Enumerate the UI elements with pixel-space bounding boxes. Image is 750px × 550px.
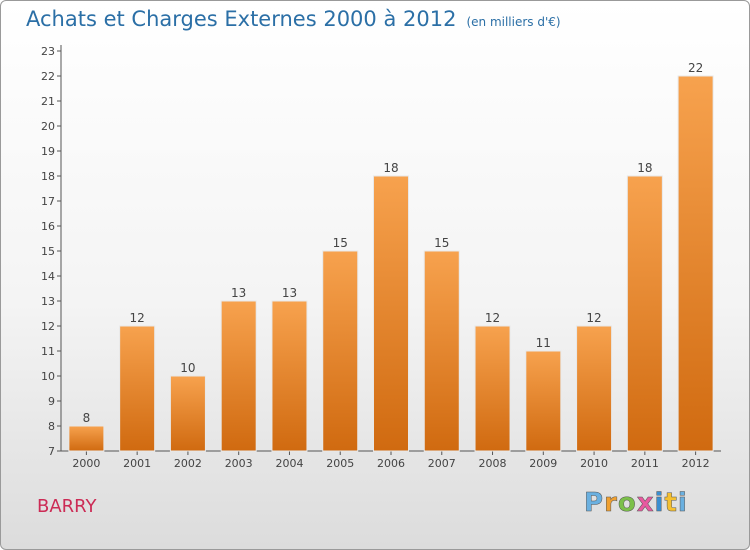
proxiti-logo: Proxiti — [584, 488, 688, 519]
axes: 7 8 9 10 11 12 13 14 15 16 17 18 19 20 21 22 23 2000 2001 2… — [41, 45, 721, 470]
data-label-2008: 12 — [485, 311, 500, 325]
y-tick-label: 22 — [41, 70, 55, 83]
data-label-2007: 15 — [434, 236, 449, 250]
data-label-2005: 15 — [333, 236, 348, 250]
bar-2007 — [423, 250, 460, 452]
bar-2000 — [68, 425, 105, 452]
bar-2002 — [169, 375, 206, 452]
x-tick-label-2011: 2011 — [631, 457, 659, 470]
y-tick-label: 7 — [48, 445, 55, 458]
bar-2004 — [271, 300, 308, 452]
data-labels: 8 12 10 13 13 15 18 15 12 11 12 18 22 — [83, 61, 704, 425]
y-tick-label: 14 — [41, 270, 55, 283]
data-label-2011: 18 — [637, 161, 652, 175]
data-label-2002: 10 — [180, 361, 195, 375]
y-tick-label: 21 — [41, 95, 55, 108]
bars — [68, 75, 714, 452]
bar-2009 — [525, 350, 562, 452]
data-label-2012: 22 — [688, 61, 703, 75]
data-label-2003: 13 — [231, 286, 246, 300]
place-name: BARRY — [37, 496, 97, 517]
y-tick-label: 13 — [41, 295, 55, 308]
bar-2005 — [322, 250, 359, 452]
y-tick-label: 20 — [41, 120, 55, 133]
y-tick-label: 18 — [41, 170, 55, 183]
data-label-2004: 13 — [282, 286, 297, 300]
y-tick-label: 23 — [41, 45, 55, 58]
data-label-2001: 12 — [130, 311, 145, 325]
y-tick-label: 11 — [41, 345, 55, 358]
chart-title: Achats et Charges Externes 2000 à 2012 (e… — [26, 7, 561, 31]
y-tick-label: 9 — [48, 395, 55, 408]
bar-2010 — [576, 325, 613, 452]
y-tick-label: 16 — [41, 220, 55, 233]
bar-2011 — [626, 175, 663, 452]
x-tick-label-2005: 2005 — [326, 457, 354, 470]
y-tick-label: 12 — [41, 320, 55, 333]
chart-subtitle: (en milliers d'€) — [466, 15, 561, 29]
y-tick-label: 19 — [41, 145, 55, 158]
y-tick-label: 8 — [48, 420, 55, 433]
x-tick-label-2010: 2010 — [580, 457, 608, 470]
data-label-2010: 12 — [586, 311, 601, 325]
bar-2006 — [373, 175, 409, 452]
x-tick-label-2003: 2003 — [225, 457, 253, 470]
chart-title-text: Achats et Charges Externes 2000 à 2012 — [26, 7, 457, 31]
x-tick-label-2002: 2002 — [174, 457, 202, 470]
x-tick-label-2009: 2009 — [529, 457, 557, 470]
y-tick-label: 15 — [41, 245, 55, 258]
x-tick-label-2000: 2000 — [72, 457, 100, 470]
y-tick-label: 10 — [41, 370, 55, 383]
x-tick-label-2012: 2012 — [682, 457, 710, 470]
bar-2001 — [119, 325, 156, 452]
y-tick-label: 17 — [41, 195, 55, 208]
bar-2008 — [474, 325, 511, 452]
x-tick-label-2007: 2007 — [428, 457, 456, 470]
x-tick-label-2004: 2004 — [275, 457, 303, 470]
data-label-2006: 18 — [383, 161, 398, 175]
x-tick-label-2006: 2006 — [377, 457, 405, 470]
data-label-2000: 8 — [83, 411, 91, 425]
bar-2012 — [677, 75, 714, 452]
data-label-2009: 11 — [536, 336, 551, 350]
bar-2003 — [220, 300, 257, 452]
x-tick-label-2001: 2001 — [123, 457, 151, 470]
x-tick-label-2008: 2008 — [479, 457, 507, 470]
